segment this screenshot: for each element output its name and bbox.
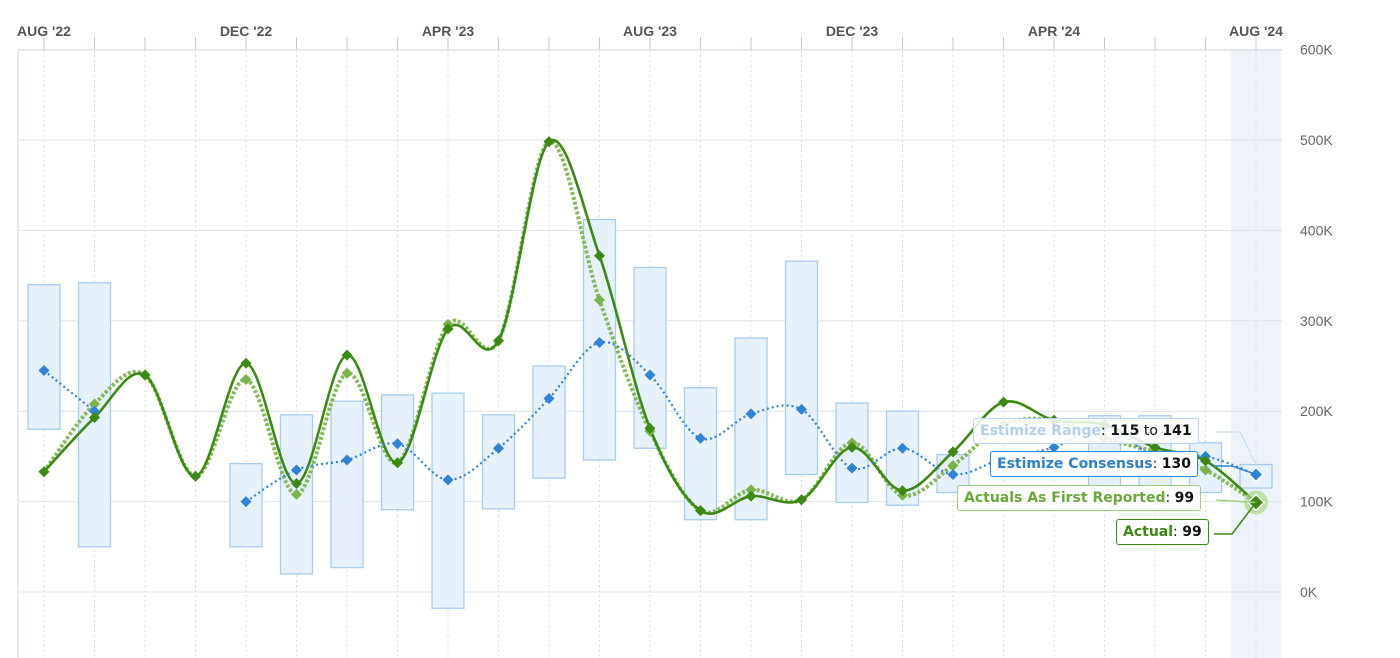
estimize-range-box [431,392,465,609]
estimize-range-box [330,400,364,569]
point-actuals-first-reported [240,374,252,386]
x-tick-label: AUG '24 [1229,23,1283,39]
point-actual [947,446,959,458]
point-estimize-consensus [240,496,252,508]
tooltip-range-sep: to [1143,423,1158,439]
point-actuals-first-reported [745,484,757,496]
point-actual [594,250,605,262]
point-estimize-consensus [442,474,454,486]
point-actual [190,470,201,482]
point-actual [998,396,1009,408]
tooltip-connector-afr [1215,499,1257,504]
point-estimize-consensus [594,336,605,348]
point-actual [89,412,100,424]
estimize-range-box [481,414,516,510]
estimize-range-box [784,260,819,476]
tooltip-range-label: Estimize Range [980,423,1102,439]
point-actuals-first-reported [341,367,353,379]
point-estimize-consensus [796,403,807,415]
point-actual [341,349,353,361]
point-actual [493,335,504,347]
point-actual [644,422,656,434]
tooltip-actual-value: 99 [1182,524,1202,540]
estimize-range-box [532,365,566,479]
tooltip-estimize-range: Estimize Range: 115 to 141 [973,418,1199,444]
y-tick-label: 500K [1300,132,1333,148]
point-actual [38,466,50,478]
point-estimize-consensus [493,442,504,454]
point-estimize-consensus [341,454,353,466]
point-actual [1149,441,1161,453]
point-estimize-consensus [89,405,100,417]
point-actual [392,457,403,469]
x-tick-label: DEC '22 [220,23,273,39]
point-actuals-first-reported [291,488,302,500]
estimize-range-box [27,283,61,430]
tooltip-actual-label: Actual [1123,524,1174,540]
point-actuals-first-reported [947,459,959,471]
point-estimize-consensus [695,432,706,444]
point-estimize-consensus [38,365,50,377]
tooltip-connector-actual [1214,502,1257,535]
point-actual [291,478,302,490]
point-estimize-consensus [846,462,858,474]
tooltip-afr-value: 99 [1174,490,1195,506]
point-actual [543,136,555,148]
point-actual [745,490,757,502]
tooltip-range-high: 141 [1162,423,1192,439]
point-actual [240,357,252,369]
point-actual [695,505,706,517]
estimize-range-box [77,282,112,548]
x-tick-label: AUG '23 [623,23,677,39]
point-estimize-consensus [1048,441,1060,453]
point-estimize-consensus [392,438,403,450]
point-actual [846,441,858,453]
point-actual [796,494,807,506]
tooltip-range-low: 115 [1110,423,1140,439]
y-tick-label: 0K [1300,584,1318,600]
point-actual [139,369,151,381]
tooltip-afr-label: Actuals As First Reported [964,490,1166,506]
point-estimize-consensus [745,408,757,420]
point-estimize-consensus [947,468,959,480]
point-actual [442,323,454,335]
x-tick-label: AUG '22 [17,23,71,39]
point-estimize-consensus [897,442,908,454]
y-tick-label: 400K [1300,222,1333,238]
tooltip-actual: Actual: 99 [1116,519,1209,545]
point-estimize-consensus [644,369,656,381]
point-estimize-consensus [291,464,302,476]
estimize-range-box [633,266,667,449]
tooltip-connector-consensus [1214,465,1257,476]
tooltip-consensus-value: 130 [1161,456,1191,472]
tooltip-connector-range [1216,431,1257,465]
point-actual [1200,455,1211,467]
x-tick-label: APR '24 [1028,23,1081,39]
point-estimize-consensus [543,393,555,405]
point-actuals-first-reported [89,398,100,410]
y-tick-label: 600K [1300,42,1333,58]
tooltip-actuals-first-reported: Actuals As First Reported: 99 [957,485,1202,511]
y-tick-label: 300K [1300,313,1333,329]
y-tick-label: 200K [1300,403,1333,419]
tooltip-consensus-label: Estimize Consensus [997,456,1153,472]
y-tick-label: 100K [1300,494,1333,510]
estimize-range-box [683,387,718,521]
tooltip-estimize-consensus: Estimize Consensus: 130 [990,451,1198,477]
point-actuals-first-reported [594,294,605,306]
point-actuals-first-reported [1200,464,1211,476]
x-tick-label: DEC '23 [826,23,879,39]
x-tick-label: APR '23 [422,23,475,39]
point-actual [897,485,908,497]
